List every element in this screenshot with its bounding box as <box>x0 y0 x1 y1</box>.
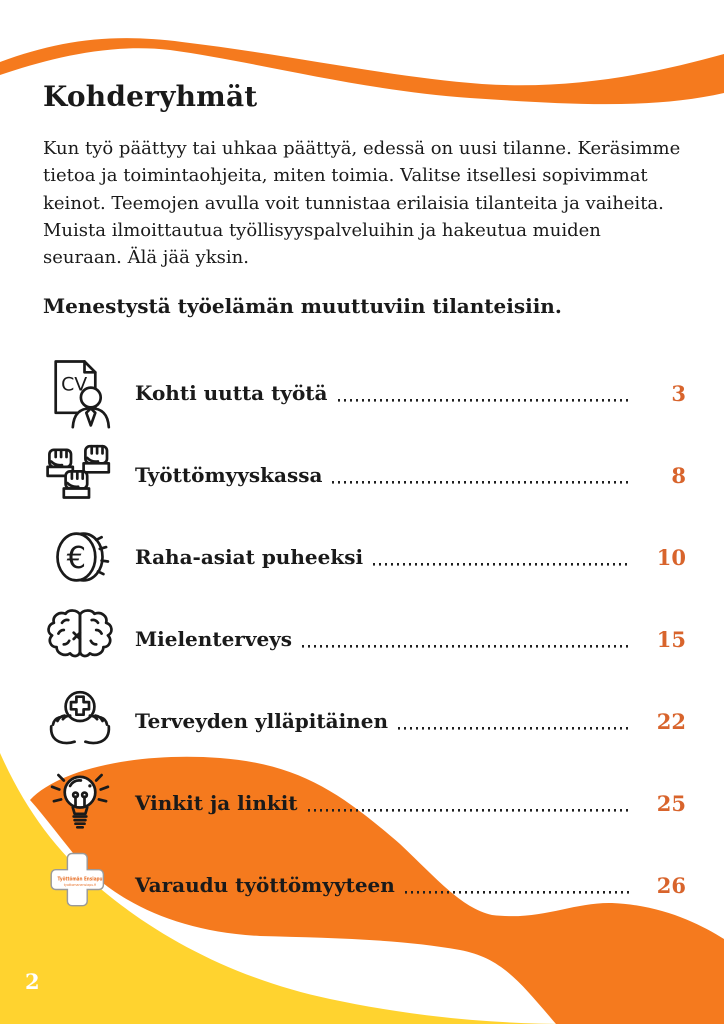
raised-fists-icon <box>43 438 117 512</box>
toc-row-raha-asiat[interactable]: € Raha-asiat puheeksi 10 <box>43 516 686 598</box>
cv-person-icon: CV <box>43 356 117 430</box>
health-hands-icon <box>43 684 117 758</box>
toc-label: Raha-asiat puheeksi <box>135 545 364 569</box>
toc-row-varaudu-tyottomyyteen[interactable]: Työttömän Ensiapu tyottomanensiapu.fi Va… <box>43 844 686 926</box>
toc-row-tyottomyyskassa[interactable]: Työttömyyskassa 8 <box>43 434 686 516</box>
dotted-leader <box>373 562 630 566</box>
badge-line1: Työttömän Ensiapu <box>58 877 103 883</box>
toc-row-vinkit-ja-linkit[interactable]: Vinkit ja linkit 25 <box>43 762 686 844</box>
lightbulb-icon <box>43 766 117 840</box>
toc-label: Mielenterveys <box>135 627 293 651</box>
badge-line2: tyottomanensiapu.fi <box>64 883 96 887</box>
dotted-leader <box>337 398 630 402</box>
toc-row-terveyden-yllapitainen[interactable]: Terveyden ylläpitäinen 22 <box>43 680 686 762</box>
brain-icon <box>43 602 117 676</box>
corner-page-number: 2 <box>25 969 40 994</box>
table-of-contents: CV Kohti uutta työtä 3 <box>43 352 686 926</box>
dotted-leader <box>302 644 630 648</box>
dotted-leader <box>307 808 630 812</box>
page-title: Kohderyhmät <box>43 80 258 113</box>
dotted-leader <box>404 890 630 894</box>
intro-paragraph: Kun työ päättyy tai uhkaa päättyä, edess… <box>43 138 681 269</box>
toc-page-number: 8 <box>671 462 686 488</box>
first-aid-cross-icon: Työttömän Ensiapu tyottomanensiapu.fi <box>43 848 117 922</box>
toc-label: Vinkit ja linkit <box>135 791 298 815</box>
toc-page-number: 10 <box>656 544 686 570</box>
dotted-leader <box>398 726 630 730</box>
toc-page-number: 3 <box>671 380 686 406</box>
toc-page-number: 25 <box>656 790 686 816</box>
toc-page-number: 22 <box>656 708 686 734</box>
toc-page-number: 26 <box>656 872 686 898</box>
toc-label: Kohti uutta työtä <box>135 381 328 405</box>
toc-label: Terveyden ylläpitäinen <box>135 709 388 733</box>
toc-label: Varaudu työttömyyteen <box>135 873 395 897</box>
toc-label: Työttömyyskassa <box>135 463 323 487</box>
tagline: Menestystä työelämän muuttuviin tilantei… <box>43 293 562 318</box>
euro-coin-icon: € <box>43 520 117 594</box>
toc-page-number: 15 <box>656 626 686 652</box>
dotted-leader <box>332 480 630 484</box>
toc-row-kohti-uutta-tyota[interactable]: CV Kohti uutta työtä 3 <box>43 352 686 434</box>
svg-text:€: € <box>67 541 86 576</box>
svg-text:CV: CV <box>61 373 87 395</box>
toc-row-mielenterveys[interactable]: Mielenterveys 15 <box>43 598 686 680</box>
